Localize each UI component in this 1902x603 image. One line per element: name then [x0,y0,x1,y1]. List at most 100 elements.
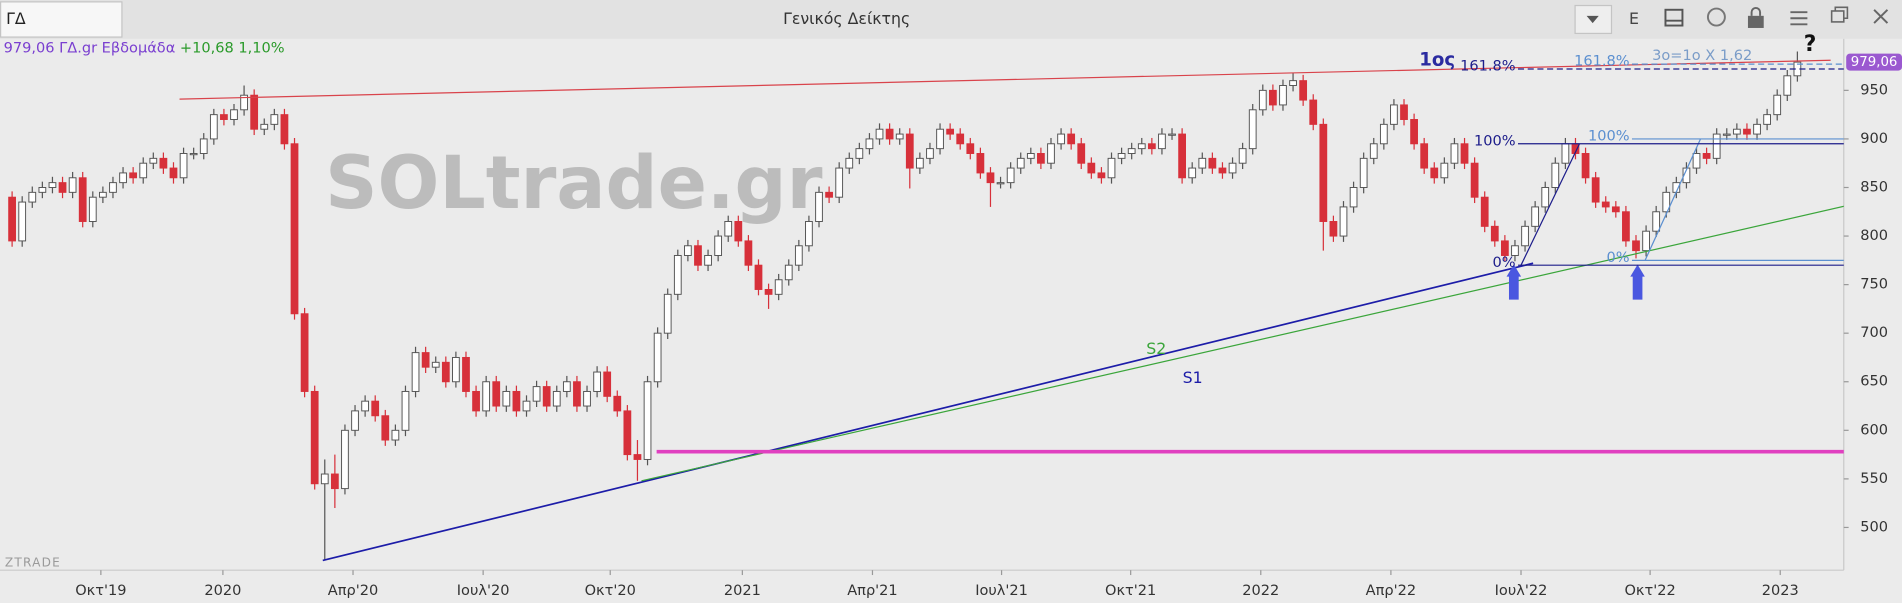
menu-icon[interactable] [1790,11,1808,26]
candle-body [472,390,480,412]
question-mark: ? [1804,32,1817,57]
candle-body [1500,240,1509,256]
candle-body [98,191,107,198]
first-label: 1ος [1419,50,1455,71]
candle-body [230,109,238,120]
candle-body [684,245,692,256]
face-icon[interactable] [1706,7,1726,27]
plot [8,51,1844,562]
candle-body [1753,123,1761,135]
candle-body [1743,128,1751,135]
y-tick-label: 500 [1860,518,1888,535]
candle-body [1057,133,1065,145]
restore-icon[interactable] [1830,10,1845,23]
x-tick-label: Οκτ'19 [75,582,126,599]
candle-body [956,133,965,145]
candle-body [825,191,833,198]
target-label: 3ο=1ο X 1,62 [1652,47,1752,64]
y-tick-label: 700 [1860,324,1888,341]
e-button[interactable]: E [1629,9,1639,28]
fib-label: 100% [1588,128,1630,145]
candle-body [1369,143,1378,159]
candle-body [341,429,349,490]
arrow-up [1630,264,1645,300]
candle-body [68,177,77,193]
candle-body [996,182,1005,185]
candle-body [1026,153,1035,159]
candle-body [714,235,723,256]
y-tick-label: 750 [1860,276,1888,293]
candle-body [1470,162,1479,198]
candle-body [1319,123,1328,222]
x-tick-label: Ιουλ'21 [975,582,1028,599]
candle-body [694,245,702,266]
x-tick-label: 2021 [724,582,761,599]
candle-body [724,221,733,237]
candle-body [462,356,470,392]
x-tick-label: 2023 [1762,582,1799,599]
candle-body [966,143,975,154]
candle-body [764,288,773,295]
candle-body [633,454,642,460]
y-tick-label: 900 [1860,130,1888,147]
candle-body [1228,162,1237,174]
candle-body [815,191,823,222]
fib-label: 161.8% [1460,58,1516,75]
candle-body [573,381,581,407]
candle-body [1127,148,1136,154]
candle-body [1107,157,1116,179]
candle-body [1349,187,1358,208]
x-tick-label: Οκτ'22 [1624,582,1675,599]
candle-body [593,371,601,392]
candle-body [542,386,551,407]
candle-body [1551,162,1560,188]
candle-body [1309,99,1318,125]
x-tick-label: Ιουλ'22 [1495,582,1548,599]
candle-body [270,114,279,125]
lock-icon[interactable] [1747,15,1764,28]
x-tick-label: Απρ'21 [847,582,897,599]
candle-body [845,157,854,169]
candle-body [58,182,67,193]
quote-label: ΓΔ.gr Εβδομάδα [59,40,175,57]
candle-body [895,133,904,140]
candle-body [915,157,924,169]
trend-line [641,205,1844,482]
candle-body [583,390,591,407]
candle-body [1400,104,1408,120]
s1-label: S1 [1183,368,1203,387]
candle-body [300,313,309,392]
candle-body [1339,206,1348,237]
x-tick-label: Οκτ'20 [585,582,636,599]
candle-body [1379,123,1388,145]
candle-body [1077,143,1086,164]
candle-body [1642,230,1650,252]
symbol-input[interactable] [0,1,123,38]
candle-body [1410,119,1418,145]
candle-body [744,240,753,266]
symbol-text: ΓΔ [6,9,26,28]
panel-icon[interactable] [1664,8,1684,27]
candle-body [1420,143,1429,169]
candle-body [320,473,329,485]
x-tick-label: Ιουλ'20 [457,582,510,599]
candle-body [199,138,208,154]
candle-body [1632,240,1640,252]
candle-body [643,381,652,460]
candle-body [381,415,390,441]
candle-body [512,390,521,412]
candle-body [562,381,571,392]
candle-body [290,143,299,315]
candle-body [1783,75,1792,96]
candle-body [1611,206,1620,213]
candle-body [1490,225,1499,242]
candle-body [805,221,813,247]
quote-price: 979,06 [4,40,55,57]
y-tick-label: 950 [1860,81,1888,98]
candle-body [1238,148,1247,164]
candle-body [1158,133,1166,150]
candle-body [926,148,934,159]
close-icon[interactable] [1873,9,1889,24]
candle-body [1480,196,1489,227]
candle-body [1188,167,1197,179]
